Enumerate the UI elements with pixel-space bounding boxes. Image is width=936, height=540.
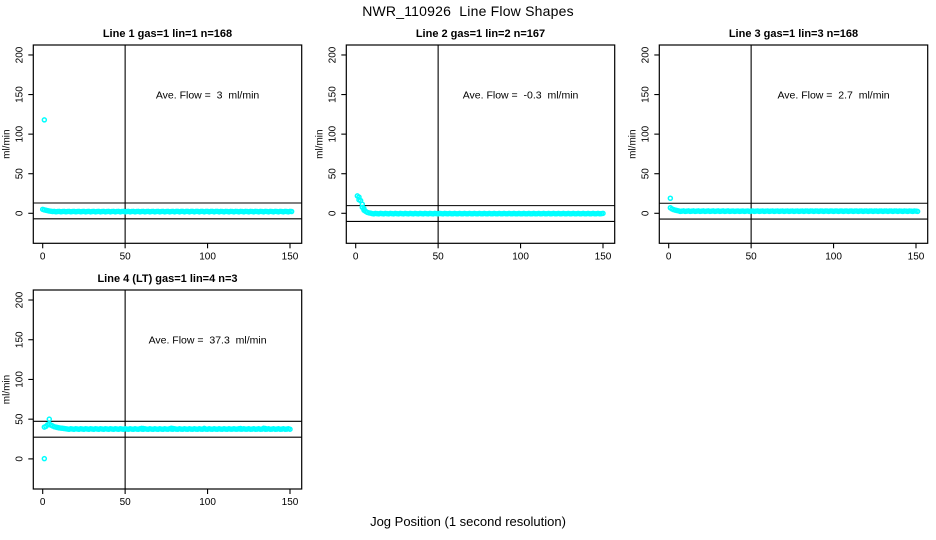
data-point <box>170 425 176 432</box>
x-tick-label: 150 <box>908 251 925 262</box>
panel-line2: 0 50 100 150 0 50 100 150 200 ml/min Line 2 gas=1 … <box>314 28 616 262</box>
x-tick-label: 150 <box>282 251 299 262</box>
y-tick-label: 0 <box>14 210 25 216</box>
x-axis-label: Jog Position (1 second resolution) <box>370 514 566 529</box>
x-tick-label: 0 <box>353 251 359 262</box>
data-point <box>359 201 366 207</box>
plot-frame <box>658 44 929 244</box>
x-tick-label: 0 <box>666 251 672 262</box>
plot-frame <box>345 44 616 244</box>
data-point <box>287 426 293 432</box>
x-tick-label: 0 <box>40 251 46 262</box>
x-tick-label: 50 <box>433 251 445 262</box>
x-tick-label: 50 <box>120 251 132 262</box>
y-tick-label: 100 <box>640 125 651 142</box>
data-point <box>41 117 48 123</box>
data-point <box>46 416 53 422</box>
y-tick-label: 150 <box>14 331 25 348</box>
y-axis-label: ml/min <box>627 129 638 158</box>
panel-title: Line 2 gas=1 lin=2 n=167 <box>416 28 545 40</box>
data-point <box>41 455 48 462</box>
data-point <box>914 208 921 215</box>
panel-title: Line 1 gas=1 lin=1 n=168 <box>103 28 232 40</box>
panel-line4: 0 50 100 150 0 50 100 150 200 ml/min Line 4 (LT) g… <box>1 273 303 508</box>
data-point <box>600 210 606 217</box>
panel-line3: 0 50 100 150 0 50 100 150 200 ml/min Line 3 gas=1 … <box>627 28 929 262</box>
y-tick-label: 50 <box>14 168 25 180</box>
panel-title: Line 3 gas=1 lin=3 n=168 <box>729 28 858 40</box>
y-tick-label: 50 <box>327 168 338 180</box>
x-tick-label: 50 <box>746 251 758 262</box>
plot-frame <box>32 44 303 244</box>
y-tick-label: 200 <box>640 46 651 63</box>
panel-title: Line 4 (LT) gas=1 lin=4 n=3 <box>97 273 237 285</box>
y-tick-label: 200 <box>14 46 25 63</box>
x-tick-label: 100 <box>199 497 216 508</box>
y-axis-label: ml/min <box>314 129 325 158</box>
ave-flow-annotation: Ave. Flow = 37.3 ml/min <box>149 335 267 347</box>
x-tick-label: 0 <box>40 497 46 508</box>
data-point <box>140 425 147 432</box>
y-tick-label: 50 <box>14 413 25 425</box>
x-tick-label: 50 <box>120 497 132 508</box>
y-tick-label: 200 <box>14 291 25 308</box>
y-tick-label: 150 <box>327 86 338 103</box>
x-tick-label: 100 <box>512 251 529 262</box>
x-tick-label: 100 <box>825 251 842 262</box>
ave-flow-annotation: Ave. Flow = -0.3 ml/min <box>463 90 579 102</box>
data-point <box>237 425 244 432</box>
y-axis-label: ml/min <box>1 375 12 404</box>
plot-frame <box>32 289 303 490</box>
y-tick-label: 100 <box>14 371 25 388</box>
y-tick-label: 150 <box>640 86 651 103</box>
data-point <box>667 195 674 202</box>
x-tick-label: 150 <box>282 497 299 508</box>
x-tick-label: 150 <box>595 251 612 262</box>
y-tick-label: 0 <box>327 210 338 216</box>
panel-line1: 0 50 100 150 0 50 100 150 200 ml/min Line 1 gas=1 … <box>1 28 303 262</box>
data-point <box>288 208 295 215</box>
ave-flow-annotation: Ave. Flow = 3 ml/min <box>156 90 260 102</box>
y-tick-label: 0 <box>640 210 651 216</box>
y-tick-label: 100 <box>14 125 25 142</box>
x-tick-label: 100 <box>199 251 216 262</box>
y-tick-label: 200 <box>327 46 338 63</box>
y-tick-label: 50 <box>640 168 651 180</box>
y-tick-label: 100 <box>327 125 338 142</box>
y-axis-label: ml/min <box>1 129 12 158</box>
y-tick-label: 150 <box>14 86 25 103</box>
ave-flow-annotation: Ave. Flow = 2.7 ml/min <box>777 90 889 102</box>
data-point <box>262 425 269 432</box>
figure-title: NWR_110926 Line Flow Shapes <box>362 3 574 19</box>
data-point <box>201 425 208 432</box>
y-tick-label: 0 <box>14 456 25 462</box>
